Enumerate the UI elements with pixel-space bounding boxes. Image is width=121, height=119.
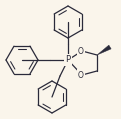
Text: P: P xyxy=(65,55,71,64)
Text: O: O xyxy=(78,47,84,55)
Polygon shape xyxy=(97,45,111,55)
Text: O: O xyxy=(78,70,84,79)
